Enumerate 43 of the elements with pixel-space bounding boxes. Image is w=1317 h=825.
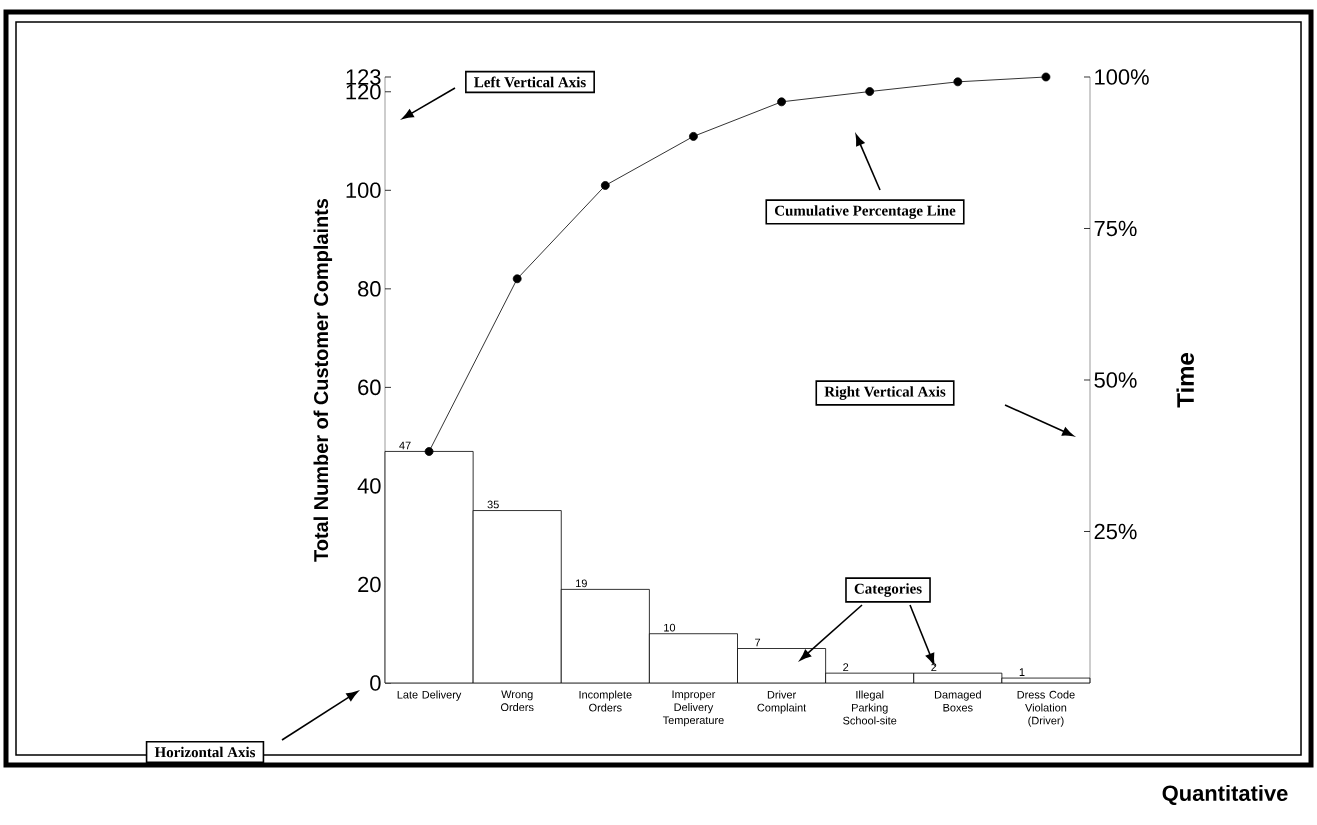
point — [512, 274, 522, 284]
data-label: 2 — [843, 663, 849, 671]
data-label: 47 — [399, 441, 411, 450]
point — [865, 87, 875, 96]
y-tick-label: 0 — [370, 675, 381, 691]
point — [424, 447, 434, 456]
x-tick-label: Incomplete Orders — [579, 690, 632, 712]
y2-tick-label: 75% — [1094, 220, 1137, 237]
x-tick-label: Wrong Orders — [500, 690, 534, 712]
y2-tick-label: 50% — [1094, 372, 1137, 388]
annotation: Right Vertical Axis — [824, 386, 946, 400]
data-label: 35 — [487, 500, 499, 509]
annotation: Cumulative Percentage Line — [774, 205, 956, 219]
point — [689, 131, 698, 141]
y-tick-label: 100 — [346, 182, 381, 199]
y2-tick-label: 100% — [1095, 69, 1149, 85]
y-tick-label: 40 — [357, 478, 381, 494]
x-tick-label: Illegal Parking School-site — [843, 690, 897, 725]
annotation: Categories — [854, 583, 922, 597]
y-tick-label: 80 — [358, 281, 381, 297]
y-tick-label: 120 — [346, 84, 381, 100]
data-label: 7 — [755, 638, 761, 647]
data-label: 10 — [664, 623, 676, 632]
data-label: 1 — [1019, 668, 1025, 676]
point — [777, 97, 786, 107]
x-tick-label: Damaged Boxes — [934, 690, 981, 712]
data-label: 19 — [576, 579, 587, 588]
y2-axis-title: Time — [1176, 353, 1194, 408]
y-axis-title: Total Number of Customer Complaints — [313, 198, 333, 562]
annotation: Left Vertical Axis — [474, 76, 586, 88]
x-tick-label: Improper Delivery Temperature — [662, 690, 724, 727]
y2-tick-label: 25% — [1094, 523, 1137, 540]
point — [1041, 72, 1051, 82]
text: Quantitative — [1162, 784, 1288, 806]
point — [600, 181, 610, 190]
x-tick-label: Late Delivery — [397, 690, 462, 701]
y-tick-label: 60 — [358, 379, 381, 396]
y-tick-label: 20 — [358, 576, 381, 593]
y-tick-label: 123 — [346, 69, 381, 85]
point — [953, 77, 963, 87]
text: Horizontal Axis — [154, 746, 256, 758]
x-tick-label: Driver Complaint — [757, 690, 807, 714]
x-tick-label: Dress Code Violation (Driver) — [1017, 690, 1075, 727]
